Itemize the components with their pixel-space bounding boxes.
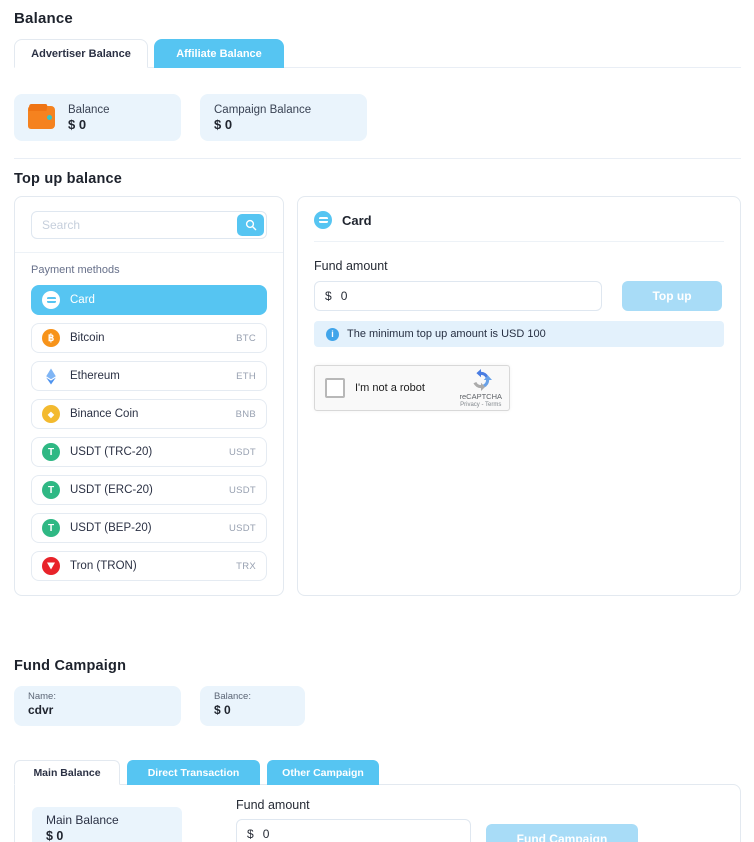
wallet-icon <box>28 106 55 129</box>
recaptcha-label: I'm not a robot <box>355 382 425 394</box>
recaptcha-widget: I'm not a robot reCAPTCHA Privacy - Term… <box>314 365 510 411</box>
payment-method-tron[interactable]: Tron (TRON) TRX <box>31 551 267 581</box>
ethereum-icon <box>42 367 60 385</box>
tab-affiliate-balance[interactable]: Affiliate Balance <box>154 39 284 68</box>
search-button[interactable] <box>237 214 264 236</box>
campaign-name-card: Name: cdvr <box>14 686 181 726</box>
main-balance-label: Main Balance <box>46 813 119 827</box>
binance-icon: ◆ <box>42 405 60 423</box>
balance-label: Balance <box>68 103 110 116</box>
campaign-balance-label: Balance: <box>214 691 251 702</box>
search-input[interactable] <box>32 212 266 238</box>
tether-icon: T <box>42 481 60 499</box>
minimum-amount-alert: i The minimum top up amount is USD 100 <box>314 321 724 347</box>
payment-method-bitcoin[interactable]: ฿ Bitcoin BTC <box>31 323 267 353</box>
fund-campaign-title: Fund Campaign <box>14 658 127 674</box>
balance-card: Balance $ 0 <box>14 94 181 141</box>
payment-methods-label: Payment methods <box>31 264 120 276</box>
divider <box>14 158 741 159</box>
campaign-name-value: cdvr <box>28 703 54 717</box>
balance-summary-row: Balance $ 0 Campaign Balance $ 0 <box>14 94 741 141</box>
minimum-amount-text: The minimum top up amount is USD 100 <box>347 328 546 340</box>
tron-icon <box>42 557 60 575</box>
recaptcha-brand: reCAPTCHA <box>459 391 502 401</box>
fund-campaign-panel: Main Balance $ 0 Fund amount $ Fund Camp… <box>14 784 741 842</box>
tab-advertiser-balance[interactable]: Advertiser Balance <box>14 39 148 68</box>
campaign-balance-value: $ 0 <box>214 116 233 132</box>
fund-amount-field: $ <box>236 819 471 842</box>
campaign-balance-label: Campaign Balance <box>214 103 312 116</box>
campaign-balance-card: Balance: $ 0 <box>200 686 305 726</box>
divider <box>314 241 724 242</box>
recaptcha-privacy-terms[interactable]: Privacy - Terms <box>460 401 502 408</box>
tab-other-campaign[interactable]: Other Campaign <box>267 760 379 785</box>
card-icon <box>314 211 332 229</box>
payment-methods-panel: Payment methods Card ฿ Bitcoin BTC <box>14 196 284 596</box>
campaign-fund-amount-input[interactable] <box>262 827 460 841</box>
recaptcha-icon <box>473 368 492 391</box>
balance-value: $ 0 <box>68 116 87 132</box>
fund-campaign-button[interactable]: Fund Campaign <box>486 824 638 842</box>
page-title: Balance <box>14 10 73 27</box>
currency-prefix: $ <box>247 827 254 841</box>
fund-amount-input[interactable] <box>340 289 591 303</box>
selected-method-title: Card <box>342 212 372 228</box>
bitcoin-icon: ฿ <box>42 329 60 347</box>
recaptcha-checkbox[interactable] <box>325 378 345 398</box>
campaign-balance-value: $ 0 <box>214 703 231 717</box>
topup-section-title: Top up balance <box>14 171 123 187</box>
topup-form-panel: Card Fund amount $ Top up i The minimum … <box>297 196 741 596</box>
payment-method-usdt-trc20[interactable]: T USDT (TRC-20) USDT <box>31 437 267 467</box>
info-icon: i <box>326 327 339 341</box>
fund-amount-label: Fund amount <box>236 798 310 812</box>
tab-direct-transaction[interactable]: Direct Transaction <box>127 760 260 785</box>
balance-tabs: Advertiser Balance Affiliate Balance <box>14 39 741 68</box>
main-balance-value: $ 0 <box>46 829 64 842</box>
tether-icon: T <box>42 443 60 461</box>
fund-amount-label: Fund amount <box>314 259 388 273</box>
search-area <box>15 197 283 253</box>
campaign-balance-card: Campaign Balance $ 0 <box>200 94 367 141</box>
payment-method-usdt-erc20[interactable]: T USDT (ERC-20) USDT <box>31 475 267 505</box>
payment-methods-list: Card ฿ Bitcoin BTC <box>15 279 283 595</box>
payment-method-binance[interactable]: ◆ Binance Coin BNB <box>31 399 267 429</box>
card-icon <box>42 291 60 309</box>
payment-method-ethereum[interactable]: Ethereum ETH <box>31 361 267 391</box>
currency-prefix: $ <box>325 289 332 303</box>
search-icon <box>245 219 256 231</box>
main-balance-card: Main Balance $ 0 <box>32 807 182 842</box>
fund-amount-field: $ <box>314 281 602 311</box>
fund-campaign-tabs: Main Balance Direct Transaction Other Ca… <box>14 760 741 785</box>
top-up-button[interactable]: Top up <box>622 281 722 311</box>
campaign-name-label: Name: <box>28 691 56 702</box>
payment-method-usdt-bep20[interactable]: T USDT (BEP-20) USDT <box>31 513 267 543</box>
tab-main-balance[interactable]: Main Balance <box>14 760 120 785</box>
payment-method-card[interactable]: Card <box>31 285 267 315</box>
tether-icon: T <box>42 519 60 537</box>
